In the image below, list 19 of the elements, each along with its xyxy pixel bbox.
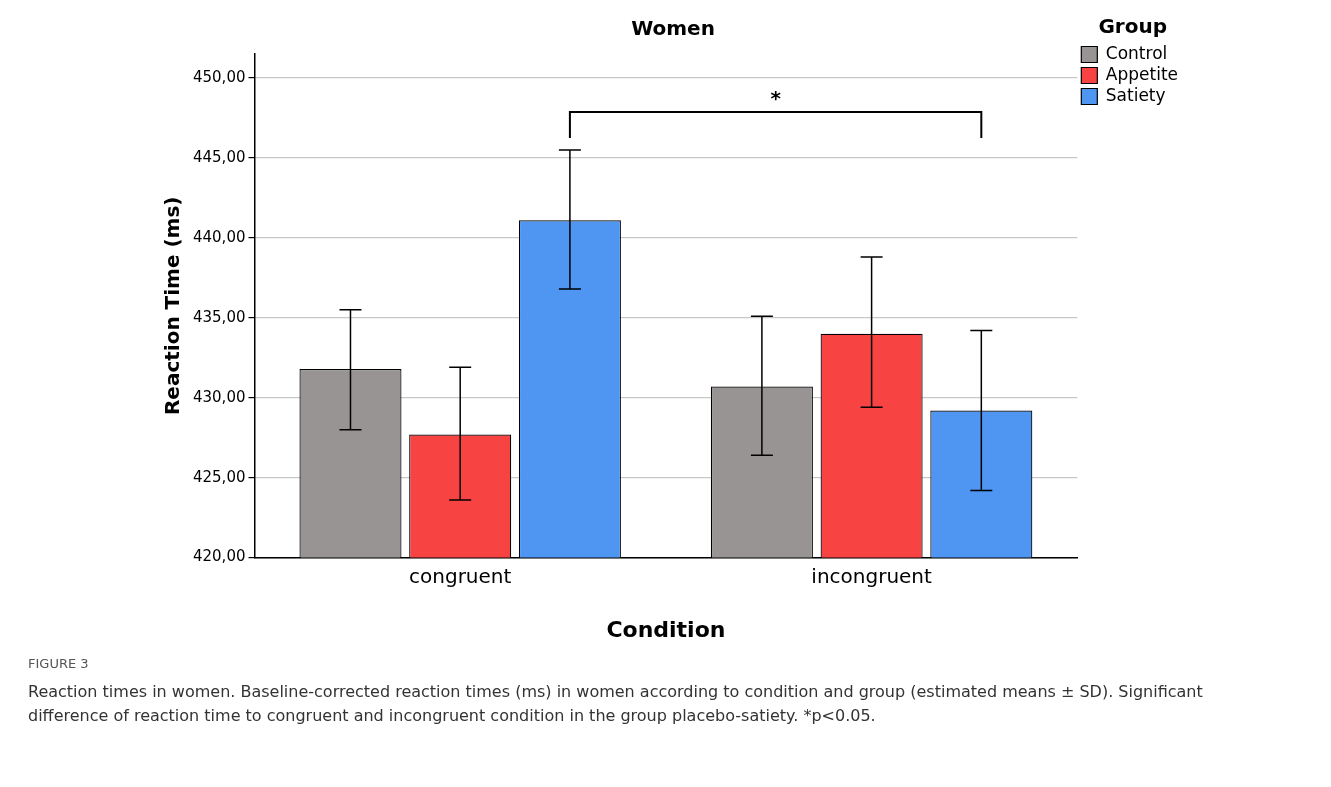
- legend-title: Group: [1098, 14, 1167, 39]
- y-axis-title: Reaction Time (ms): [160, 196, 185, 416]
- annotation: *: [770, 86, 782, 111]
- y-tick-label: 445,00: [192, 147, 246, 166]
- y-tick-label: 425,00: [192, 467, 246, 486]
- x-tick-label: congruent: [409, 563, 512, 588]
- caption: FIGURE 3: [28, 655, 90, 673]
- legend-label: Control: [1105, 42, 1168, 63]
- y-tick-label: 450,00: [192, 67, 246, 86]
- chart-title: Women: [631, 16, 715, 41]
- x-tick-label: incongruent: [811, 563, 933, 588]
- legend-label: Appetite: [1105, 63, 1178, 84]
- x-axis-title: Condition: [606, 616, 726, 642]
- y-tick-label: 440,00: [192, 227, 246, 246]
- y-tick-label: 430,00: [192, 387, 246, 406]
- y-tick-label: 435,00: [192, 307, 246, 326]
- text: Reaction times in women. Baseline-corrected reaction times (ms) in women according to condition and group (estimated means ± SD). Significant difference of reaction time to congruent and incongruent condition in the group placebo-satiety. *p<0.05.: [28, 680, 1204, 727]
- legend-label: Satiety: [1105, 84, 1166, 105]
- y-tick-label: 420,00: [192, 547, 246, 566]
